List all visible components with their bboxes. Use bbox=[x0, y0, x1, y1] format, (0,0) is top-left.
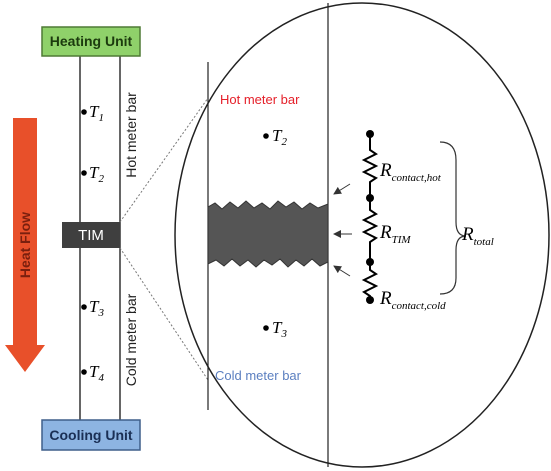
heat-flow-label: Heat Flow bbox=[17, 212, 33, 278]
tim-block bbox=[62, 222, 120, 248]
tim-layer bbox=[207, 200, 329, 268]
cooling-unit bbox=[41, 419, 141, 451]
arrow bbox=[333, 183, 351, 195]
sensor-dot bbox=[81, 109, 87, 115]
sensor-label: T4 bbox=[89, 362, 104, 384]
sensor-label: T2 bbox=[272, 126, 287, 148]
resistance-label: RTIM bbox=[379, 222, 411, 246]
zoom-line bbox=[119, 247, 209, 381]
heat-flow-arrow bbox=[5, 118, 45, 372]
sensor-dot bbox=[81, 369, 87, 375]
resistor-chain bbox=[361, 134, 379, 300]
zoom-line bbox=[119, 97, 209, 223]
heating-unit-label: Heating Unit bbox=[50, 33, 133, 49]
node bbox=[366, 258, 374, 266]
sensor-dot bbox=[81, 304, 87, 310]
cooling-unit-label: Cooling Unit bbox=[49, 427, 133, 443]
heating-unit bbox=[41, 26, 141, 57]
resistance-label: Rcontact,cold bbox=[379, 288, 446, 312]
zoom-hot-label: Hot meter bar bbox=[220, 92, 300, 107]
cold-bar-label: Cold meter bar bbox=[123, 293, 139, 386]
sensors: T1 T2 T3 T4 bbox=[81, 102, 104, 384]
arrow bbox=[333, 265, 351, 277]
tim-label: TIM bbox=[78, 227, 104, 244]
node bbox=[366, 194, 374, 202]
hot-bar-label: Hot meter bar bbox=[123, 92, 139, 178]
brace bbox=[439, 141, 467, 295]
node bbox=[366, 296, 374, 304]
resistance-label: Rcontact,hot bbox=[379, 160, 442, 184]
sensor-dot bbox=[263, 325, 269, 331]
sensor-label: T3 bbox=[272, 318, 287, 340]
zoom-cold-label: Cold meter bar bbox=[215, 368, 302, 383]
total-label: Rtotal bbox=[461, 224, 494, 248]
zoom-circle bbox=[174, 2, 550, 468]
sensor-dot bbox=[263, 133, 269, 139]
sensor-label: T3 bbox=[89, 297, 104, 319]
node bbox=[366, 130, 374, 138]
sensor-dot bbox=[81, 170, 87, 176]
sensor-label: T1 bbox=[89, 102, 104, 124]
sensor-label: T2 bbox=[89, 163, 104, 185]
